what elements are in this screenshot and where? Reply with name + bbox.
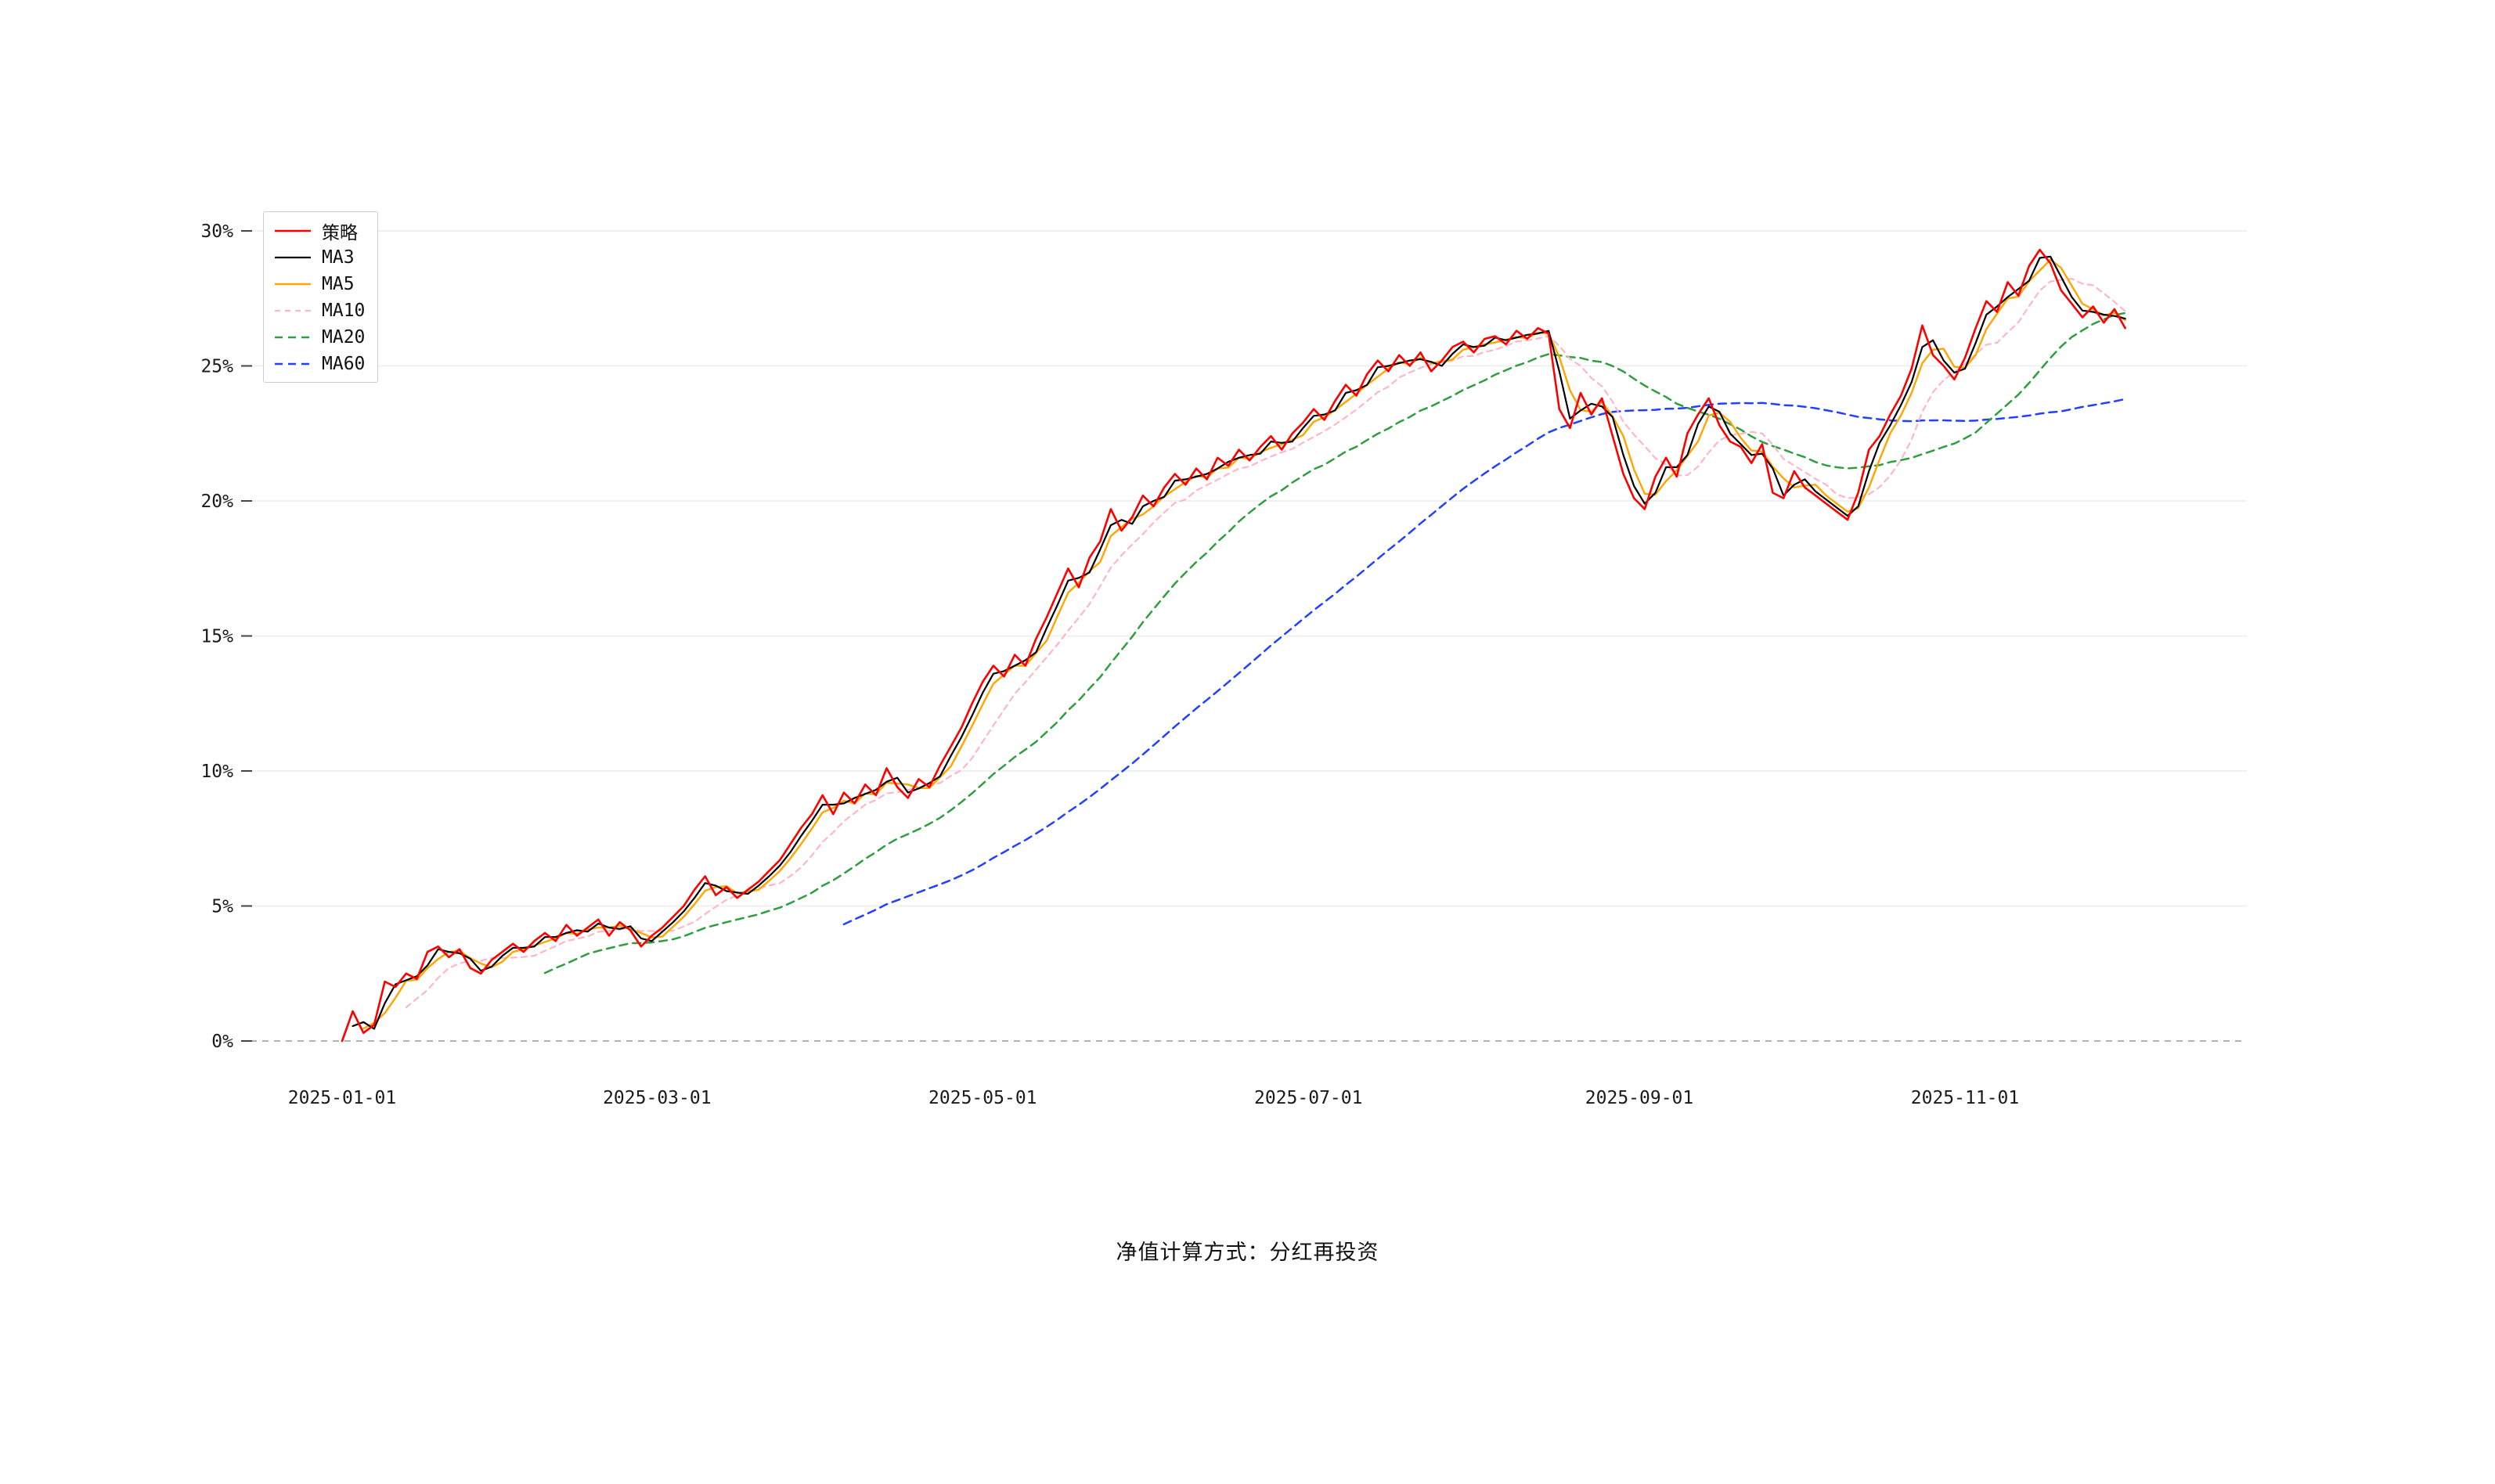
y-tick-label: 25% — [200, 357, 233, 377]
series-line-ma20 — [543, 312, 2126, 974]
x-tick-label: 2025-11-01 — [1911, 1088, 2019, 1108]
legend-label-ma10: MA10 — [322, 300, 366, 321]
caption: 净值计算方式：分红再投资 — [1116, 1241, 1379, 1265]
legend-item-ma20: MA20 — [273, 326, 365, 348]
legend-item-ma5: MA5 — [273, 273, 365, 294]
y-tick-label: 0% — [211, 1032, 233, 1052]
legend-label-ma60: MA60 — [322, 353, 366, 374]
series-line-ma3 — [352, 255, 2126, 1030]
chart-legend: 策略 MA3 MA5 MA10 MA20 MA60 — [263, 211, 379, 383]
y-tick-label: 30% — [200, 222, 233, 242]
series-line-ma10 — [405, 278, 2126, 1009]
y-tick-label: 15% — [200, 627, 233, 647]
x-tick-label: 2025-03-01 — [603, 1088, 711, 1108]
y-tick-label: 10% — [200, 762, 233, 782]
legend-line-ma5 — [275, 283, 311, 285]
legend-item-ma60: MA60 — [273, 353, 365, 374]
series-line-strategy — [341, 248, 2126, 1043]
legend-line-strategy — [275, 229, 311, 232]
legend-line-ma20 — [275, 336, 311, 338]
x-tick-label: 2025-07-01 — [1254, 1088, 1362, 1108]
legend-line-ma3 — [275, 256, 311, 258]
legend-item-ma3: MA3 — [273, 247, 365, 268]
legend-label-strategy: 策略 — [322, 222, 358, 243]
legend-line-ma10 — [275, 309, 311, 312]
legend-label-ma3: MA3 — [322, 247, 355, 268]
x-tick-label: 2025-01-01 — [288, 1088, 396, 1108]
legend-item-ma10: MA10 — [273, 300, 365, 321]
legend-line-ma60 — [275, 362, 311, 365]
series-line-ma60 — [842, 398, 2126, 926]
series-line-ma5 — [362, 258, 2126, 1030]
legend-label-ma5: MA5 — [322, 273, 355, 294]
y-tick-label: 20% — [200, 492, 233, 512]
legend-label-ma20: MA20 — [322, 326, 366, 348]
x-tick-label: 2025-09-01 — [1585, 1088, 1693, 1108]
y-tick-label: 5% — [211, 897, 233, 917]
x-tick-label: 2025-05-01 — [928, 1088, 1037, 1108]
legend-item-strategy: 策略 — [273, 220, 365, 243]
